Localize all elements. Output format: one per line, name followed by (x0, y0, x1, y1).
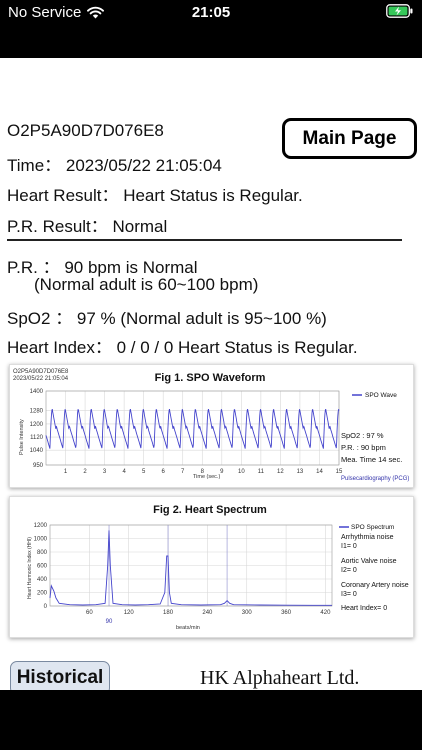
fig2-y-tick-label: 1000 (34, 537, 48, 543)
fig2-ticks: 0 200 400 600 800 1000 1200 60 120 180 240 300 360 42… (34, 523, 331, 616)
fig2-grid (49, 524, 333, 607)
fig2-title: Fig 2. Heart Spectrum (153, 504, 267, 516)
fig1-footer: Pulsecardiography (PCG) (341, 476, 409, 482)
fig1-pr: P.R. : 90 bpm (341, 443, 386, 452)
fig1-x-tick-label: 10 (238, 469, 245, 475)
status-bar: No Service 21:05 (0, 0, 422, 58)
fig2-x-tick-label: 420 (320, 610, 331, 616)
fig2-x-tick-label: 240 (202, 610, 213, 616)
carrier-area: No Service (8, 4, 105, 21)
pr-value: P.R. ： 90 bpm is Normal (7, 258, 198, 277)
fig1-y-tick-label: 1040 (30, 448, 44, 454)
fig2-y-tick-label: 400 (37, 577, 48, 583)
device-id: O2P5A90D7D076E8 (7, 121, 164, 140)
fig1-x-tick-label: 15 (336, 469, 343, 475)
fig2-y-tick-label: 0 (44, 604, 48, 610)
fig1-plot-frame (45, 390, 340, 466)
fig2-y-tick-label: 1200 (34, 523, 48, 529)
divider (7, 239, 402, 241)
fig1-x-tick-label: 12 (277, 469, 284, 475)
fig2-x-tick-label: 360 (281, 610, 292, 616)
fig1-x-tick-label: 7 (181, 469, 185, 475)
fig2-i1: I1= 0 (341, 543, 357, 550)
wifi-icon (87, 6, 105, 19)
fig2-marker-label: 90 (106, 619, 113, 625)
main-page-button[interactable]: Main Page (282, 118, 417, 159)
clock: 21:05 (191, 4, 231, 21)
spo-waveform-figure: O2P5A90D7D076E8 2023/05/22 21:05:04 Fig … (9, 364, 414, 488)
fig1-corner-time: 2023/05/22 21:05:04 (13, 376, 69, 382)
fig1-x-tick-label: 5 (142, 469, 146, 475)
bottom-bar (0, 690, 422, 750)
fig1-series-spo-wave (45, 408, 340, 449)
fig2-plot (49, 530, 332, 606)
fig1-grid (45, 390, 340, 466)
spo2-value: SpO2 ： 97 % (Normal adult is 95~100 %) (7, 309, 327, 328)
fig2-y-tick-label: 800 (37, 550, 48, 556)
heart-spectrum-chart: Fig 2. Heart Spectrum SPO Spectrum Arrhy… (27, 504, 409, 631)
heart-index-value: Heart Index： 0 / 0 / 0 Heart Status is R… (7, 338, 358, 357)
fig2-x-tick-label: 60 (86, 610, 93, 616)
fig2-y-tick-label: 600 (37, 564, 48, 570)
fig1-title: Fig 1. SPO Waveform (155, 372, 266, 384)
spo-waveform-chart: O2P5A90D7D076E8 2023/05/22 21:05:04 Fig … (13, 369, 409, 482)
fig1-x-tick-label: 9 (220, 469, 224, 475)
fig2-x-tick-label: 120 (124, 610, 135, 616)
fig2-coronary: Coronary Artery noise (341, 582, 409, 589)
fig1-corner-id: O2P5A90D7D076E8 (13, 369, 69, 375)
company-name: HK Alphaheart Ltd. (200, 667, 360, 689)
fig2-series-spo-spectrum (49, 530, 332, 606)
fig1-x-tick-label: 8 (201, 469, 205, 475)
heart-spectrum-figure: Fig 2. Heart Spectrum SPO Spectrum Arrhy… (9, 496, 414, 638)
fig2-i3: I3= 0 (341, 591, 357, 598)
measurement-time: Time： 2023/05/22 21:05:04 (7, 156, 222, 175)
fig1-x-tick-label: 11 (258, 469, 265, 475)
fig2-x-tick-label: 300 (242, 610, 253, 616)
fig1-x-tick-label: 6 (162, 469, 166, 475)
fig2-legend-label: SPO Spectrum (351, 524, 394, 531)
fig2-y-tick-label: 200 (37, 591, 48, 597)
fig1-y-tick-label: 1400 (30, 389, 44, 395)
fig1-x-tick-label: 1 (64, 469, 68, 475)
fig2-x-tick-label: 180 (163, 610, 174, 616)
carrier-label: No Service (8, 4, 82, 21)
fig2-y-axis-label: Heart Harmonic Index (HHI) (27, 537, 33, 599)
fig1-x-axis-label: Time (sec.) (193, 474, 220, 480)
fig2-heart-index: Heart Index= 0 (341, 605, 387, 612)
fig1-y-tick-label: 1280 (30, 409, 44, 415)
fig1-spo2: SpO2 : 97 % (341, 431, 384, 440)
fig1-y-tick-label: 950 (33, 463, 44, 469)
pr-normal-range: (Normal adult is 60~100 bpm) (34, 275, 259, 294)
historical-button[interactable]: Historical (10, 661, 110, 690)
fig2-x-axis-label: beats/min (176, 625, 200, 631)
heart-result: Heart Result： Heart Status is Regular. (7, 186, 303, 205)
fig1-x-tick-label: 14 (316, 469, 323, 475)
result-screen: O2P5A90D7D076E8 Main Page Time： 2023/05/… (0, 58, 422, 690)
fig1-y-tick-label: 1120 (30, 435, 44, 441)
fig1-plot (45, 408, 340, 449)
fig1-x-tick-label: 4 (122, 469, 126, 475)
fig2-plot-frame (49, 524, 333, 607)
fig1-mea-time: Mea. Time 14 sec. (341, 455, 402, 464)
fig1-x-tick-label: 13 (297, 469, 304, 475)
fig2-aortic: Aortic Valve noise (341, 558, 397, 565)
fig1-y-tick-label: 1200 (30, 422, 44, 428)
fig1-x-tick-label: 3 (103, 469, 107, 475)
fig1-y-axis-label: Pulse Intensity (19, 419, 25, 455)
pr-result: P.R. Result： Normal (7, 217, 168, 236)
fig2-i2: I2= 0 (341, 567, 357, 574)
fig1-legend-label: SPO Wave (365, 392, 397, 399)
battery-charging-icon (386, 4, 414, 23)
fig2-arrhythmia: Arrhythmia noise (341, 534, 394, 541)
fig1-x-tick-label: 2 (83, 469, 87, 475)
